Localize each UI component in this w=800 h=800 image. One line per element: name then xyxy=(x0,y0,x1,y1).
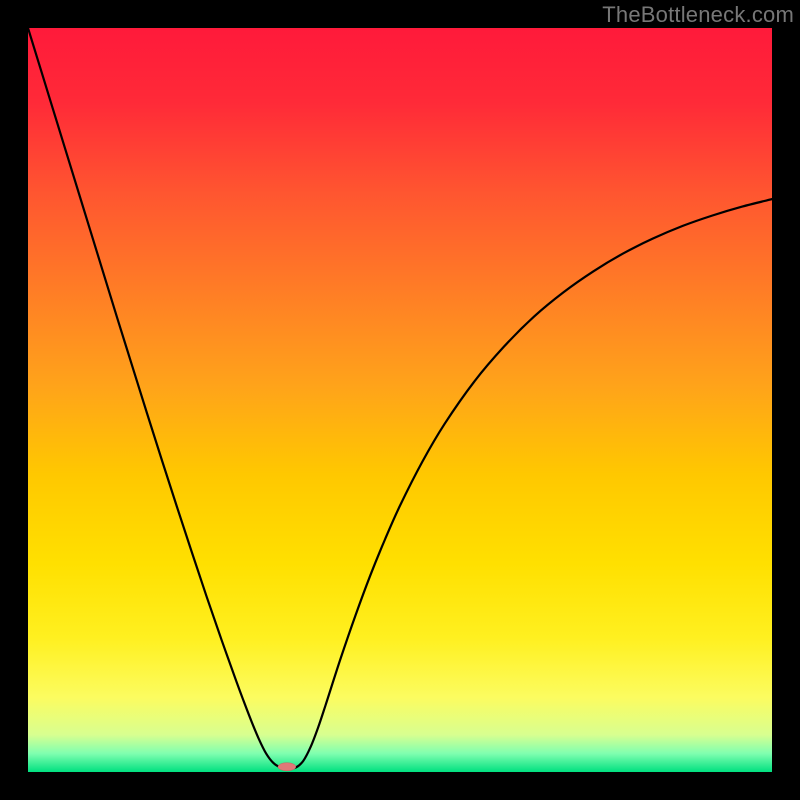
chart-background xyxy=(28,28,772,772)
optimal-point-marker xyxy=(278,763,296,771)
chart-frame: TheBottleneck.com xyxy=(0,0,800,800)
chart-svg xyxy=(0,0,800,800)
watermark-text: TheBottleneck.com xyxy=(602,2,794,28)
